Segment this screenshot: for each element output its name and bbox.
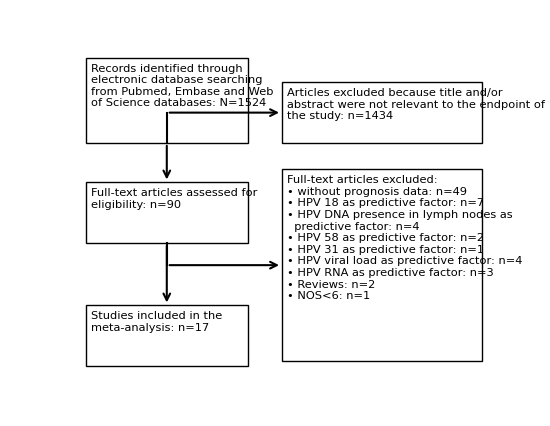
Text: Articles excluded because title and/or
abstract were not relevant to the endpoin: Articles excluded because title and/or a… xyxy=(287,88,545,121)
Text: Records identified through
electronic database searching
from Pubmed, Embase and: Records identified through electronic da… xyxy=(91,63,273,108)
Text: Full-text articles excluded:
• without prognosis data: n=49
• HPV 18 as predicti: Full-text articles excluded: • without p… xyxy=(287,175,522,301)
Text: Studies included in the
meta-analysis: n=17: Studies included in the meta-analysis: n… xyxy=(91,311,222,333)
FancyBboxPatch shape xyxy=(86,58,248,143)
FancyBboxPatch shape xyxy=(282,82,482,143)
FancyBboxPatch shape xyxy=(86,182,248,243)
Text: Full-text articles assessed for
eligibility: n=90: Full-text articles assessed for eligibil… xyxy=(91,188,257,210)
FancyBboxPatch shape xyxy=(282,169,482,361)
FancyBboxPatch shape xyxy=(86,305,248,366)
